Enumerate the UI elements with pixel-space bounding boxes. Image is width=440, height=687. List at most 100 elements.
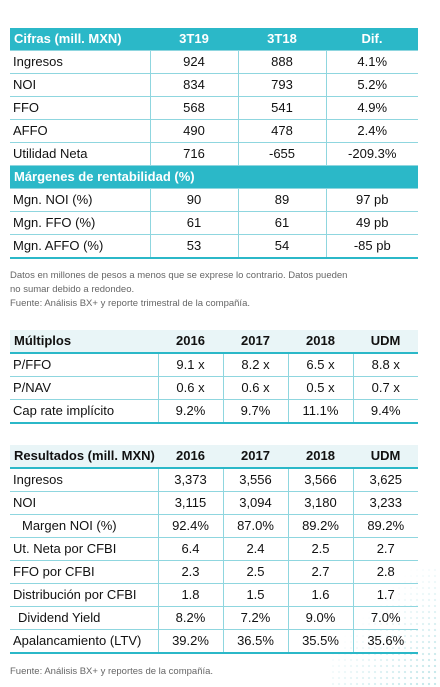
cell: 834 [149, 73, 238, 97]
row-label: Mgn. AFFO (%) [10, 234, 150, 259]
footnote-resultados: Fuente: Análisis BX+ y reportes de la co… [10, 666, 214, 677]
table-row: Distribución por CFBI 1.8 1.5 1.6 1.7 [10, 583, 418, 607]
cifras-header-row: Cifras (mill. MXN) 3T19 3T18 Dif. [10, 28, 418, 51]
cell: 87.0% [222, 514, 288, 538]
cell: 9.7% [222, 399, 288, 424]
header-2016: 2016 [158, 330, 223, 354]
footnote-cifras: Datos en millones de pesos a menos que s… [10, 269, 420, 311]
cell: 3,566 [287, 468, 353, 492]
cell: 0.5 x [287, 376, 353, 400]
table-row: Margen NOI (%) 92.4% 87.0% 89.2% 89.2% [10, 514, 418, 538]
row-label: Mgn. FFO (%) [10, 211, 150, 235]
cell: 8.2 x [222, 353, 288, 377]
cell: 2.4% [325, 119, 418, 143]
footnote-source: Fuente: Análisis BX+ y reporte trimestra… [10, 298, 250, 309]
table-row: P/NAV 0.6 x 0.6 x 0.5 x 0.7 x [10, 376, 418, 400]
cell: 54 [237, 234, 326, 259]
row-label: Ingresos [10, 50, 150, 74]
cell: 4.1% [325, 50, 418, 74]
header-2017: 2017 [223, 445, 288, 469]
cifras-header-dif: Dif. [326, 28, 418, 51]
row-label: AFFO [10, 119, 150, 143]
row-label: Ut. Neta por CFBI [10, 537, 158, 561]
row-label: Apalancamiento (LTV) [10, 629, 158, 654]
table-row: FFO por CFBI 2.3 2.5 2.7 2.8 [10, 560, 418, 584]
row-label: NOI [10, 73, 150, 97]
cell: 568 [149, 96, 238, 120]
cell: 92.4% [157, 514, 223, 538]
table-row: NOI 3,115 3,094 3,180 3,233 [10, 491, 418, 515]
row-label: P/NAV [10, 376, 158, 400]
table-row: Dividend Yield 8.2% 7.2% 9.0% 7.0% [10, 606, 418, 630]
cell: 5.2% [325, 73, 418, 97]
margins-subheader-row: Márgenes de rentabilidad (%) [10, 165, 418, 189]
cell: 8.8 x [352, 353, 418, 377]
cell: 4.9% [325, 96, 418, 120]
cell: 61 [149, 211, 238, 235]
multiplos-header-label: Múltiplos [10, 330, 158, 354]
table-row: FFO 568 541 4.9% [10, 96, 418, 120]
cell: -85 pb [325, 234, 418, 259]
margins-subheader: Márgenes de rentabilidad (%) [10, 165, 418, 189]
cifras-header-3t18: 3T18 [238, 28, 326, 51]
row-label: NOI [10, 491, 158, 515]
cell: 3,373 [157, 468, 223, 492]
cell: 3,180 [287, 491, 353, 515]
cell: 3,094 [222, 491, 288, 515]
header-2018: 2018 [288, 330, 353, 354]
cell: 478 [237, 119, 326, 143]
cell: 1.8 [157, 583, 223, 607]
cell: 2.5 [222, 560, 288, 584]
table-row: Ut. Neta por CFBI 6.4 2.4 2.5 2.7 [10, 537, 418, 561]
cell: 3,115 [157, 491, 223, 515]
cell: 490 [149, 119, 238, 143]
cell: 716 [149, 142, 238, 166]
cell: 49 pb [325, 211, 418, 235]
footnote-line: Datos en millones de pesos a menos que s… [10, 270, 348, 281]
cell: 7.0% [352, 606, 418, 630]
row-label: Cap rate implícito [10, 399, 158, 424]
multiplos-table: Múltiplos 2016 2017 2018 UDM P/FFO 9.1 x… [10, 330, 418, 424]
table-row: Apalancamiento (LTV) 39.2% 36.5% 35.5% 3… [10, 629, 418, 654]
cell: 3,625 [352, 468, 418, 492]
cell: 1.5 [222, 583, 288, 607]
table-row: Ingresos 3,373 3,556 3,566 3,625 [10, 468, 418, 492]
cell: 1.6 [287, 583, 353, 607]
cell: 9.2% [157, 399, 223, 424]
cell: 6.5 x [287, 353, 353, 377]
footnote-line: no sumar debido a redondeo. [10, 284, 135, 295]
header-udm: UDM [353, 445, 418, 469]
cell: 11.1% [287, 399, 353, 424]
header-2016: 2016 [158, 445, 223, 469]
header-2018: 2018 [288, 445, 353, 469]
header-udm: UDM [353, 330, 418, 354]
table-row: NOI 834 793 5.2% [10, 73, 418, 97]
table-row: Cap rate implícito 9.2% 9.7% 11.1% 9.4% [10, 399, 418, 424]
cell: 924 [149, 50, 238, 74]
header-2017: 2017 [223, 330, 288, 354]
cell: 9.4% [352, 399, 418, 424]
row-label: Mgn. NOI (%) [10, 188, 150, 212]
cell: 541 [237, 96, 326, 120]
cell: 793 [237, 73, 326, 97]
cell: 61 [237, 211, 326, 235]
cell: 888 [237, 50, 326, 74]
cell: 2.8 [352, 560, 418, 584]
cell: 2.4 [222, 537, 288, 561]
cell: 53 [149, 234, 238, 259]
cell: 3,233 [352, 491, 418, 515]
multiplos-header-row: Múltiplos 2016 2017 2018 UDM [10, 330, 418, 354]
row-label: P/FFO [10, 353, 158, 377]
cell: -655 [237, 142, 326, 166]
cell: 97 pb [325, 188, 418, 212]
cell: 39.2% [157, 629, 223, 654]
row-label: Margen NOI (%) [10, 514, 158, 538]
resultados-header-row: Resultados (mill. MXN) 2016 2017 2018 UD… [10, 445, 418, 469]
cifras-table: Cifras (mill. MXN) 3T19 3T18 Dif. Ingres… [10, 28, 418, 259]
table-row: Ingresos 924 888 4.1% [10, 50, 418, 74]
table-row: P/FFO 9.1 x 8.2 x 6.5 x 8.8 x [10, 353, 418, 377]
row-label: Utilidad Neta [10, 142, 150, 166]
cell: 36.5% [222, 629, 288, 654]
cell: 35.5% [287, 629, 353, 654]
table-row: Mgn. NOI (%) 90 89 97 pb [10, 188, 418, 212]
